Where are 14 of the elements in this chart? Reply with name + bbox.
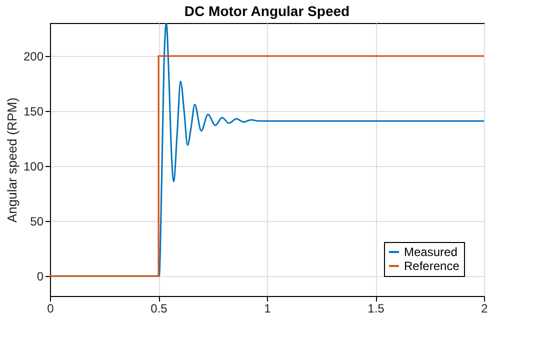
y-tick-label: 100 <box>23 160 44 174</box>
y-tick-label: 0 <box>36 270 44 284</box>
x-tick-label: 1 <box>264 302 272 316</box>
x-tick-label: 0.5 <box>150 302 168 316</box>
legend-label: Reference <box>404 259 460 273</box>
y-tick-label: 150 <box>23 104 44 119</box>
x-tick-label: 1.5 <box>368 302 385 316</box>
x-tick-label: 2 <box>481 302 488 316</box>
y-tick-label: 50 <box>30 214 44 229</box>
x-tick-label: 0 <box>47 302 54 316</box>
chart-title: DC Motor Angular Speed <box>184 3 350 19</box>
y-tick-label: 200 <box>23 50 44 64</box>
legend-label: Measured <box>404 245 458 259</box>
y-axis-title: Angular speed (RPM) <box>4 98 20 222</box>
